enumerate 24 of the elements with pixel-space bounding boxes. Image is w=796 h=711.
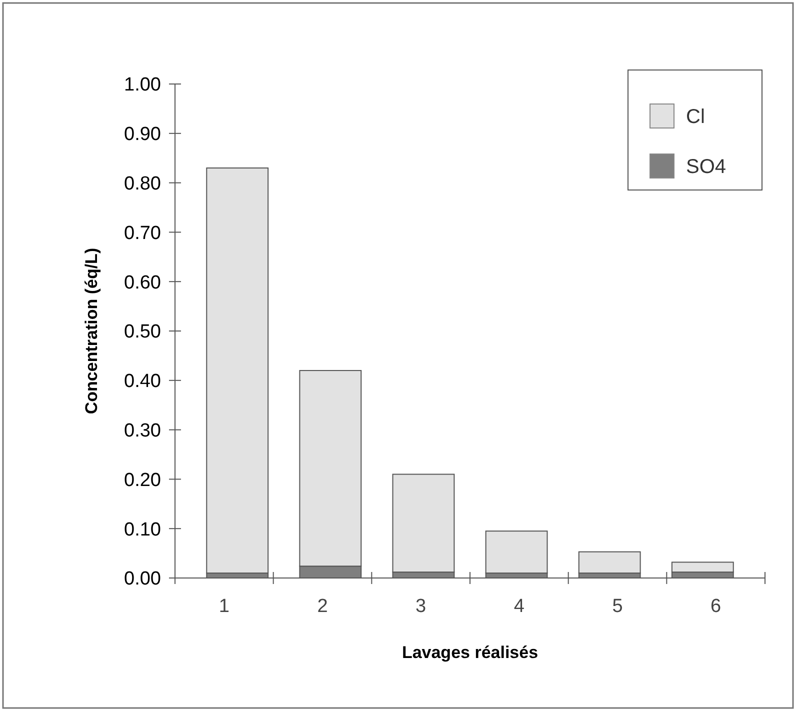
- y-tick-label: 0.80: [124, 173, 161, 194]
- y-axis-title: Concentration (éq/L): [82, 248, 101, 414]
- bar: [578, 551, 641, 574]
- y-tick-label: 0.00: [124, 568, 161, 590]
- legend-label: Cl: [686, 106, 705, 128]
- legend-label: SO4: [686, 156, 726, 178]
- y-tick-label: 0.90: [124, 124, 161, 146]
- bar: [206, 167, 269, 574]
- y-tick-label: 1.00: [124, 74, 161, 96]
- x-tick-label: 5: [612, 596, 623, 617]
- y-tick-label: 0.40: [124, 371, 161, 392]
- y-tick-label: 0.20: [124, 470, 161, 491]
- x-tick-label: 3: [416, 596, 426, 617]
- x-tick-label: 6: [710, 596, 722, 617]
- x-tick-label: 2: [317, 596, 328, 617]
- y-tick-label: 0.50: [124, 322, 161, 343]
- y-tick-label: 0.70: [124, 222, 161, 244]
- bar: [485, 530, 548, 574]
- x-axis-title: Lavages réalisés: [402, 643, 538, 662]
- y-tick-label: 0.60: [124, 272, 161, 294]
- x-tick-label: 4: [514, 596, 525, 617]
- y-tick-label: 0.10: [124, 519, 161, 540]
- y-tick-label: 0.30: [124, 420, 161, 442]
- x-tick-label: 1: [218, 596, 230, 617]
